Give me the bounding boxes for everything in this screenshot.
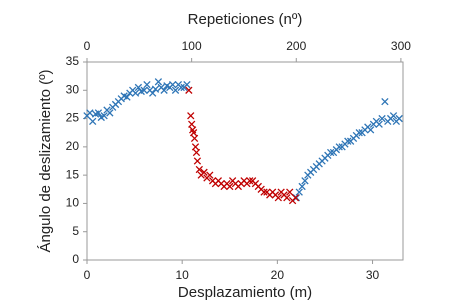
- marker: [189, 129, 198, 137]
- marker: [395, 114, 403, 123]
- marker: [292, 194, 301, 202]
- x2-tick-label: 0: [84, 39, 91, 53]
- marker: [140, 86, 148, 94]
- marker: [106, 109, 114, 117]
- x-tick-label: 0: [84, 268, 91, 282]
- marker: [171, 86, 180, 94]
- marker: [291, 194, 300, 202]
- y-tick-label: 10: [66, 196, 80, 210]
- marker: [94, 109, 103, 117]
- x2-tick-label: 200: [286, 39, 306, 53]
- marker: [378, 114, 386, 123]
- marker: [160, 86, 168, 94]
- marker: [86, 109, 94, 117]
- y-axis-title: Ángulo de deslizamiento (º): [37, 69, 54, 252]
- marker: [190, 134, 199, 143]
- marker: [185, 86, 193, 94]
- marker: [193, 157, 202, 165]
- marker: [183, 80, 191, 89]
- marker: [206, 171, 214, 179]
- plot-frame: [86, 61, 404, 261]
- x-tick-label: 20: [271, 268, 285, 282]
- marker: [143, 80, 151, 89]
- marker: [200, 168, 208, 176]
- marker: [301, 177, 309, 185]
- marker: [131, 89, 140, 97]
- x-tick-label: 30: [366, 268, 380, 282]
- y-tick-label: 5: [72, 224, 79, 238]
- marker: [355, 129, 363, 137]
- y-tick-label: 15: [66, 167, 80, 181]
- marker: [134, 83, 143, 92]
- marker: [226, 182, 234, 191]
- marker: [366, 126, 375, 134]
- y-tick-label: 35: [66, 54, 80, 68]
- marker: [195, 165, 203, 174]
- marker: [187, 112, 195, 120]
- marker: [375, 120, 383, 128]
- x2-tick-label: 300: [391, 39, 411, 53]
- marker: [246, 177, 254, 185]
- marker: [295, 188, 303, 196]
- marker: [123, 93, 131, 101]
- marker: [260, 188, 268, 196]
- marker: [154, 78, 163, 86]
- marker: [344, 137, 352, 145]
- y-tick-label: 25: [66, 111, 80, 125]
- marker: [149, 89, 157, 97]
- marker: [274, 194, 282, 202]
- x2-tick-label: 100: [182, 39, 202, 53]
- marker: [100, 112, 108, 120]
- y-tick-label: 20: [66, 139, 80, 153]
- x2-axis-title: Repeticiones (nº): [188, 11, 303, 28]
- marker: [169, 80, 177, 89]
- marker: [191, 143, 200, 151]
- marker: [335, 143, 343, 151]
- marker: [188, 120, 196, 128]
- marker: [283, 194, 291, 202]
- marker: [192, 148, 201, 157]
- marker: [327, 148, 335, 157]
- y-tick-label: 0: [72, 252, 79, 266]
- marker: [389, 112, 398, 120]
- x-axis-title: Desplazamiento (m): [178, 284, 312, 301]
- marker: [298, 182, 306, 191]
- marker: [177, 83, 185, 92]
- marker: [381, 97, 389, 106]
- marker: [286, 188, 294, 196]
- x-tick-label: 10: [176, 268, 190, 282]
- y-tick-label: 30: [66, 82, 80, 96]
- marker: [151, 85, 160, 93]
- marker: [89, 117, 97, 126]
